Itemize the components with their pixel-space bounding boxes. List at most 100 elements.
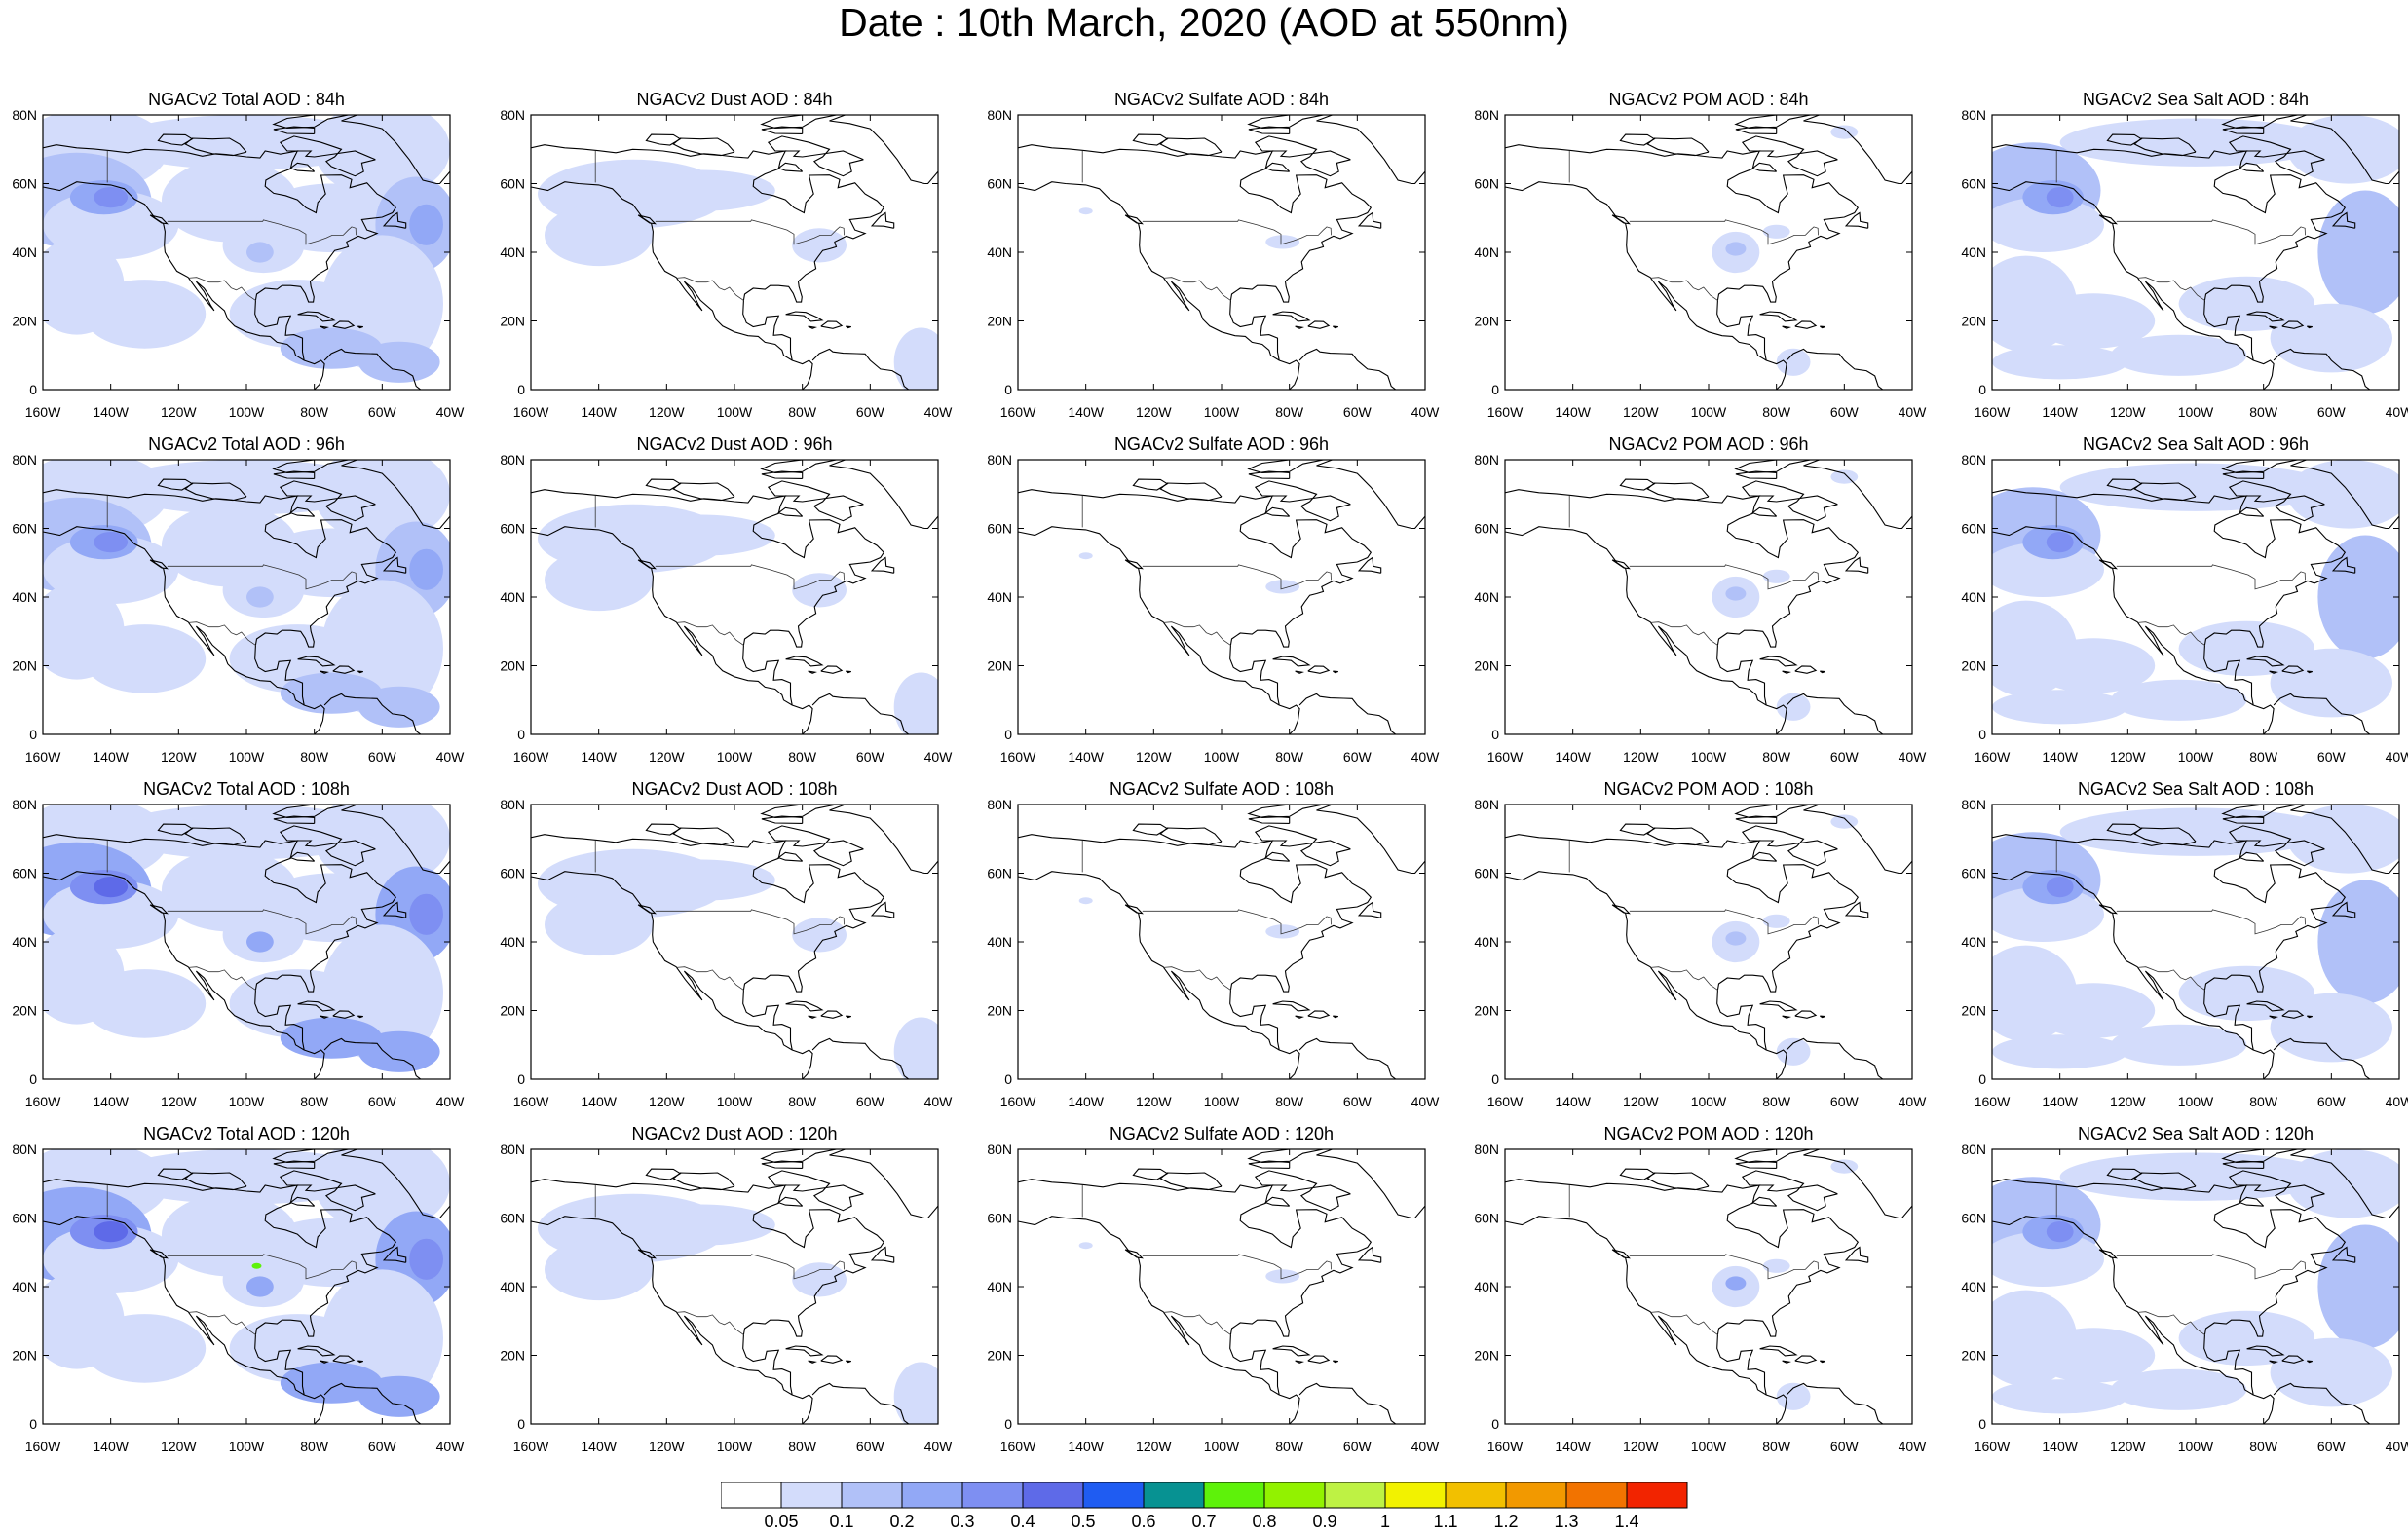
lat-tick-label: 40N xyxy=(1474,934,1499,950)
lon-tick-label: 40W xyxy=(924,1094,954,1109)
lon-tick-label: 140W xyxy=(1068,1439,1104,1454)
aod-contour-patch xyxy=(2271,649,2392,718)
lat-tick-label: 60N xyxy=(12,866,37,881)
lat-tick-label: 80N xyxy=(500,452,525,468)
lon-tick-label: 120W xyxy=(1623,404,1659,420)
lon-tick-label: 60W xyxy=(2317,1439,2347,1454)
aod-contour-patch xyxy=(2271,1338,2392,1407)
lon-tick-label: 160W xyxy=(25,749,61,765)
lat-tick-label: 0 xyxy=(1004,1416,1012,1432)
coastline-segment xyxy=(1308,1356,1329,1363)
lon-tick-label: 120W xyxy=(649,1094,685,1109)
coastline-segment xyxy=(1612,215,1629,224)
coastline-segment xyxy=(1478,490,1858,705)
lat-tick-label: 0 xyxy=(1491,1071,1499,1087)
lat-tick-label: 80N xyxy=(1961,107,1986,123)
colorbar-label: 1.4 xyxy=(1614,1512,1638,1531)
aod-contour-patch xyxy=(1992,1034,2127,1068)
panel-title: NGACv2 Total AOD : 84h xyxy=(43,90,450,109)
coastline-segment xyxy=(809,671,815,673)
coastline-segment xyxy=(1647,828,1709,845)
coastline-segment xyxy=(786,656,822,666)
lon-tick-label: 60W xyxy=(1830,404,1860,420)
coastline-segment xyxy=(1795,1011,1816,1018)
colorbar-swatch xyxy=(962,1482,1023,1508)
lon-tick-label: 120W xyxy=(2110,1439,2146,1454)
aod-contour-patch xyxy=(1830,1160,1858,1174)
lon-tick-label: 80W xyxy=(300,749,329,765)
lon-tick-label: 160W xyxy=(1000,1094,1036,1109)
lon-tick-label: 140W xyxy=(581,1094,617,1109)
political-border xyxy=(2117,1255,2306,1279)
political-border xyxy=(2117,565,2306,589)
coastline-segment xyxy=(809,326,815,328)
coastline-segment xyxy=(1160,483,1222,501)
lat-tick-label: 0 xyxy=(1978,727,1986,742)
lon-tick-label: 140W xyxy=(1555,1094,1591,1109)
lon-tick-label: 120W xyxy=(1623,749,1659,765)
political-border xyxy=(1650,278,1717,301)
panel-title: NGACv2 Dust AOD : 96h xyxy=(531,434,938,454)
lat-tick-label: 0 xyxy=(1004,382,1012,397)
colorbar-label: 1.1 xyxy=(1433,1512,1457,1531)
panel-title: NGACv2 POM AOD : 120h xyxy=(1505,1124,1912,1143)
lon-tick-label: 60W xyxy=(2317,749,2347,765)
lat-tick-label: 0 xyxy=(1978,1071,1986,1087)
lon-tick-label: 60W xyxy=(368,1439,397,1454)
map-frame xyxy=(1018,805,1425,1079)
lat-tick-label: 40N xyxy=(1474,589,1499,605)
political-border xyxy=(1650,967,1717,991)
aod-contour-patch xyxy=(1777,1038,1811,1066)
lat-tick-label: 20N xyxy=(500,658,525,674)
coastline-segment xyxy=(1752,507,1776,516)
lat-tick-label: 0 xyxy=(1491,382,1499,397)
lat-tick-label: 80N xyxy=(1474,452,1499,468)
coastline-segment xyxy=(991,145,1371,360)
lon-tick-label: 140W xyxy=(2042,749,2078,765)
coastline-segment xyxy=(1752,1197,1776,1206)
lat-tick-label: 60N xyxy=(1961,176,1986,192)
lat-tick-label: 40N xyxy=(987,244,1012,260)
lon-tick-label: 100W xyxy=(1204,1094,1240,1109)
colorbar-swatch xyxy=(781,1482,842,1508)
coastline-segment xyxy=(1273,312,1309,321)
lat-tick-label: 20N xyxy=(1961,1348,1986,1364)
coastline-segment xyxy=(821,666,842,673)
political-border xyxy=(1143,565,1332,589)
aod-contour-patch xyxy=(1992,1379,2127,1413)
lat-tick-label: 60N xyxy=(12,1211,37,1226)
lat-tick-label: 0 xyxy=(1978,1416,1986,1432)
aod-contour-patch xyxy=(545,1239,653,1300)
lon-tick-label: 60W xyxy=(1343,404,1373,420)
lat-tick-label: 0 xyxy=(1491,1416,1499,1432)
lat-tick-label: 80N xyxy=(12,1142,37,1157)
lon-tick-label: 40W xyxy=(924,404,954,420)
lon-tick-label: 100W xyxy=(2178,404,2214,420)
coastline-segment xyxy=(1160,828,1222,845)
lon-tick-label: 80W xyxy=(788,404,817,420)
colorbar-swatch xyxy=(1446,1482,1506,1508)
lat-tick-label: 40N xyxy=(500,244,525,260)
lat-tick-label: 20N xyxy=(1474,658,1499,674)
lat-tick-label: 80N xyxy=(500,1142,525,1157)
colorbar-label: 0.7 xyxy=(1191,1512,1216,1531)
lat-tick-label: 60N xyxy=(1961,1211,1986,1226)
aod-field xyxy=(1965,794,2408,1086)
lat-tick-label: 80N xyxy=(12,797,37,812)
lon-tick-label: 160W xyxy=(1000,1439,1036,1454)
lon-tick-label: 80W xyxy=(300,404,329,420)
coastline-segment xyxy=(1333,1361,1338,1363)
aod-contour-patch xyxy=(358,1031,440,1072)
lat-tick-label: 40N xyxy=(1961,1279,1986,1294)
lon-tick-label: 100W xyxy=(2178,749,2214,765)
lon-tick-label: 60W xyxy=(856,1094,885,1109)
coastline-segment xyxy=(1736,451,1838,472)
lon-tick-label: 120W xyxy=(1623,1094,1659,1109)
colorbar-swatch xyxy=(1325,1482,1385,1508)
lat-tick-label: 0 xyxy=(1491,727,1499,742)
